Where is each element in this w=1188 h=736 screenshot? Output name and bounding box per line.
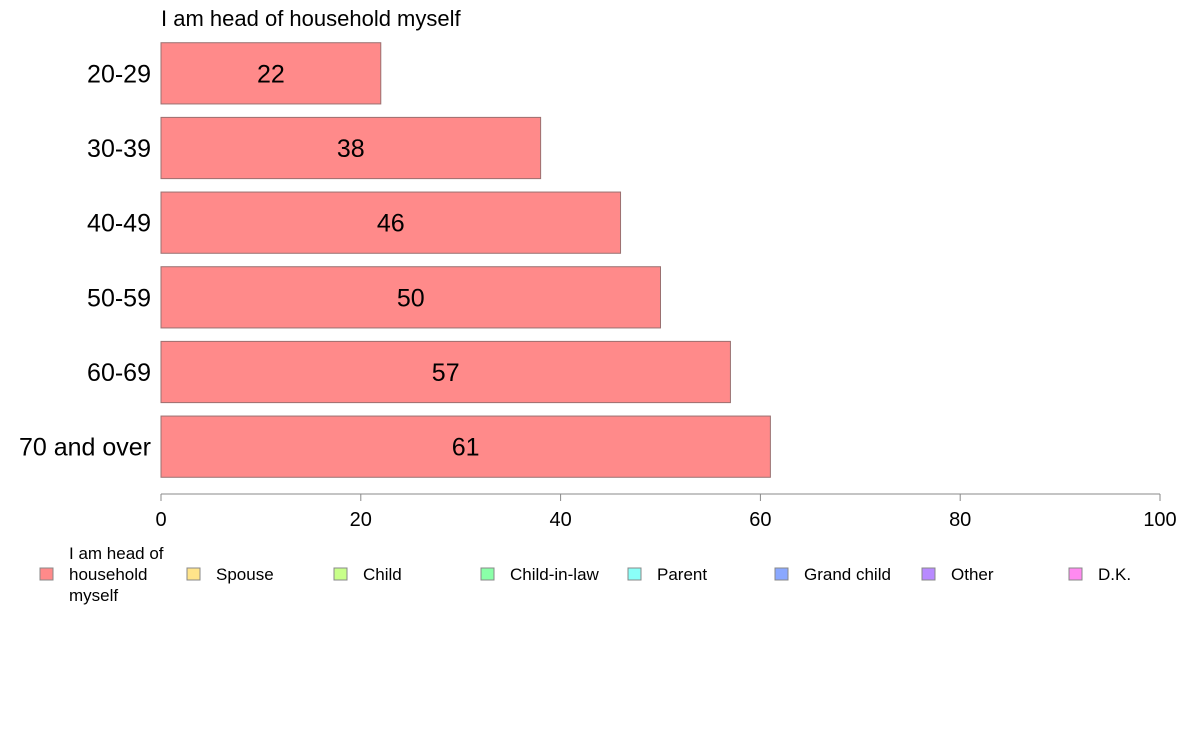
- x-tick-label: 100: [1143, 509, 1176, 531]
- legend-swatch: [627, 567, 642, 581]
- bar-0: [160, 42, 382, 105]
- bar-5: [160, 415, 771, 478]
- legend-swatch: [1068, 567, 1083, 581]
- bar-2: [160, 191, 622, 254]
- bar-4: [160, 340, 731, 404]
- x-tick-label: 20: [350, 509, 372, 531]
- legend-label: Child: [363, 565, 402, 584]
- category-label: 30-39: [87, 135, 151, 163]
- category-label: 60-69: [87, 359, 151, 387]
- x-tick-label: 80: [949, 509, 971, 531]
- legend-label: I am head of household myself: [69, 544, 164, 605]
- legend-swatch: [480, 567, 495, 581]
- bar-value-label: 46: [377, 210, 405, 238]
- bar-value-label: 22: [257, 60, 285, 88]
- legend-swatch: [39, 567, 54, 581]
- legend-swatch: [333, 567, 348, 581]
- x-axis: 0 20 40 60 80 100: [155, 493, 1177, 531]
- x-tick-label: 60: [749, 509, 771, 531]
- x-tick-label: 0: [155, 509, 166, 531]
- legend-label: Other: [951, 565, 994, 584]
- legend-label: Child-in-law: [510, 565, 600, 584]
- bar-value-label: 61: [452, 434, 480, 462]
- legend: I am head of household myself Spouse Child Ch…: [39, 544, 1131, 605]
- category-label: 70 and over: [19, 434, 151, 462]
- legend-label: D.K.: [1098, 565, 1131, 584]
- category-label: 40-49: [87, 210, 151, 238]
- bar-value-label: 57: [432, 359, 460, 387]
- bars-group: 22 20-29 38 30-39 46 40-49 50 50-59 57 60-69 61 70 …: [19, 42, 771, 478]
- legend-label: Grand child: [804, 565, 891, 584]
- bar-value-label: 50: [397, 284, 425, 312]
- bar-3: [160, 266, 661, 329]
- category-label: 20-29: [87, 60, 151, 88]
- legend-swatch: [186, 567, 201, 581]
- category-label: 50-59: [87, 284, 151, 312]
- panel-title: I am head of household myself: [161, 6, 462, 31]
- legend-label: Spouse: [216, 565, 274, 584]
- bar-value-label: 38: [337, 135, 365, 163]
- x-tick-label: 40: [549, 509, 571, 531]
- bar-1: [160, 116, 542, 180]
- legend-swatch: [774, 567, 789, 581]
- legend-swatch: [921, 567, 936, 581]
- legend-label: Parent: [657, 565, 707, 584]
